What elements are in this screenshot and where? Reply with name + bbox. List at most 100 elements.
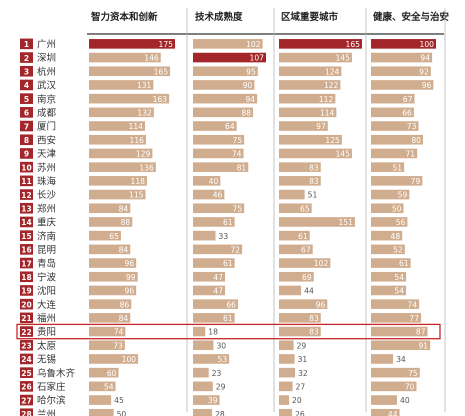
bar-value-label: 64 [225, 122, 235, 131]
bar-value-label: 50 [392, 204, 402, 213]
bar [89, 52, 161, 63]
city-name: 成都 [37, 107, 57, 119]
rank-badge [20, 202, 33, 214]
bar [89, 176, 147, 186]
bar [279, 285, 302, 296]
bar-value-label: 124 [325, 67, 340, 76]
bar-value-label: 132 [137, 108, 152, 117]
chart-row: 2 深圳 146 107 145 94 [20, 52, 433, 64]
bar [279, 52, 352, 63]
bar [89, 367, 119, 378]
bar-value-label: 29 [216, 382, 226, 391]
bar [371, 313, 422, 323]
city-name: 昆明 [37, 245, 56, 256]
bar-value-label: 48 [391, 232, 401, 241]
city-name: 太原 [37, 340, 56, 352]
bar-value-label: 94 [420, 54, 430, 63]
bar [279, 134, 342, 145]
rank-badge [20, 394, 33, 406]
rank-number: 1 [24, 40, 29, 49]
bar-value-label: 71 [405, 150, 415, 159]
rank-badge [20, 161, 33, 173]
bar-value-label: 91 [418, 341, 428, 350]
bar-value-label: 87 [416, 328, 426, 337]
rank-number: 24 [21, 355, 31, 364]
bar [193, 258, 235, 268]
rank-badge [20, 120, 33, 132]
bar-value-label: 44 [388, 410, 398, 416]
city-name: 贵阳 [37, 326, 56, 338]
bar [193, 340, 214, 351]
bar [89, 217, 133, 227]
column-header: 区域重要城市 [281, 11, 339, 23]
city-name: 珠海 [37, 175, 57, 187]
bar [193, 217, 235, 227]
chart-row: 12 长沙 115 46 51 59 [20, 189, 410, 201]
bar [193, 39, 263, 49]
city-name: 西安 [37, 134, 56, 146]
bar [371, 80, 434, 90]
bar [371, 326, 428, 337]
bar [279, 230, 310, 241]
bar-value-label: 151 [338, 218, 353, 227]
bar-value-label: 28 [215, 410, 225, 416]
city-name: 宁波 [37, 271, 57, 283]
bar-value-label: 116 [130, 136, 145, 145]
bar [193, 189, 225, 200]
column-headers: 智力资本和创新 技术成熟度 区域重要城市 健康、安全与治安 [87, 11, 450, 35]
bar-value-label: 30 [216, 341, 226, 350]
bar [89, 107, 154, 118]
bar [371, 354, 394, 364]
bar-value-label: 61 [399, 259, 409, 268]
bar-value-label: 65 [109, 232, 119, 241]
bar-value-label: 81 [237, 163, 247, 172]
rank-number: 6 [24, 109, 29, 118]
bar-value-label: 97 [316, 122, 326, 131]
bar [89, 381, 116, 392]
bar [371, 244, 405, 255]
rank-number: 22 [21, 328, 31, 337]
bar [279, 39, 362, 49]
city-name: 武汉 [37, 80, 57, 92]
rank-badge [20, 353, 33, 365]
rank-number: 25 [21, 369, 31, 378]
bar-value-label: 53 [217, 355, 227, 364]
bar [193, 107, 254, 118]
bar [279, 313, 321, 323]
bar-value-label: 51 [308, 191, 318, 200]
rank-number: 19 [21, 287, 31, 296]
bar-value-label: 46 [213, 191, 223, 200]
bar-value-label: 83 [309, 163, 319, 172]
rank-number: 2 [24, 54, 29, 63]
city-name: 郑州 [37, 203, 56, 215]
bar-value-label: 29 [297, 341, 307, 350]
bar-value-label: 18 [208, 328, 218, 337]
bar-value-label: 31 [298, 355, 308, 364]
bar-value-label: 96 [125, 287, 135, 296]
city-name: 厦门 [37, 121, 56, 133]
bar [279, 395, 290, 405]
bar [371, 271, 407, 282]
rank-badge [20, 257, 33, 269]
chart-row: 1 广州 175 102 165 100 [20, 38, 436, 50]
bar-value-label: 145 [335, 150, 350, 159]
highlight-row-border [16, 323, 441, 340]
chart-row: 20 大连 86 66 96 74 [20, 298, 420, 311]
rank-badge [20, 216, 33, 228]
bar-value-label: 51 [392, 163, 402, 172]
city-name: 沈阳 [37, 285, 56, 297]
bar [193, 285, 226, 296]
bar-value-label: 145 [335, 54, 350, 63]
bar-value-label: 40 [209, 177, 219, 186]
rank-number: 13 [21, 204, 31, 213]
rank-badge [20, 285, 33, 296]
bar [371, 203, 404, 214]
rank-number: 14 [21, 218, 31, 227]
rank-badge [20, 298, 33, 310]
bar [89, 271, 138, 282]
chart-row: 15 济南 65 33 61 48 [20, 230, 403, 242]
bar-value-label: 102 [314, 259, 329, 268]
bar [89, 313, 131, 323]
bar-value-label: 66 [226, 300, 236, 309]
city-name: 无锡 [37, 354, 56, 366]
